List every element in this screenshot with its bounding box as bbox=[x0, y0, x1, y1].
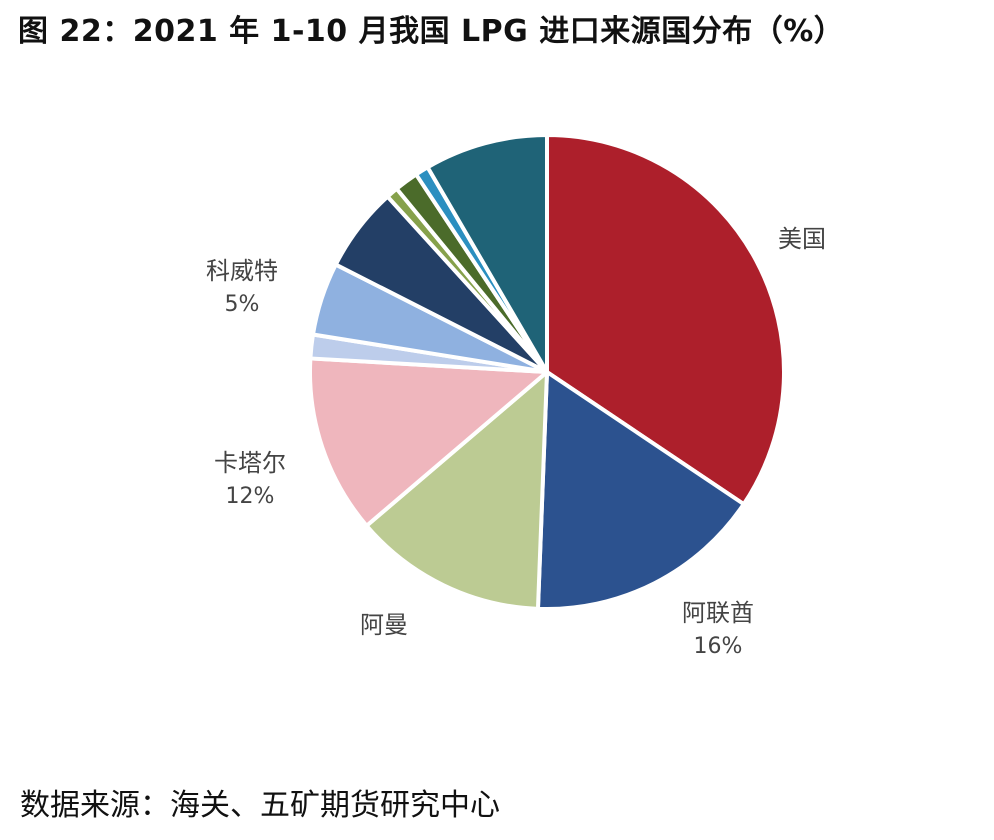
label-kuwait: 科威特 5% bbox=[206, 254, 278, 322]
label-oman: 阿曼 bbox=[360, 608, 408, 642]
label-kuwait-name: 科威特 bbox=[206, 257, 278, 285]
chart-title: 图 22：2021 年 1-10 月我国 LPG 进口来源国分布（%） bbox=[18, 14, 845, 49]
label-oman-name: 阿曼 bbox=[360, 611, 408, 639]
label-uae-name: 阿联酋 bbox=[682, 599, 754, 627]
pie-slices bbox=[308, 133, 786, 611]
label-qatar: 卡塔尔 12% bbox=[214, 446, 286, 514]
pie-slice-3 bbox=[308, 356, 549, 528]
data-source: 数据来源：海关、五矿期货研究中心 bbox=[20, 788, 500, 823]
label-kuwait-pct: 5% bbox=[224, 292, 260, 317]
pie-slice-10 bbox=[425, 133, 549, 374]
label-usa-name: 美国 bbox=[778, 225, 826, 253]
pie-slice-0 bbox=[545, 133, 786, 507]
label-qatar-name: 卡塔尔 bbox=[214, 449, 286, 477]
label-usa: 美国 bbox=[778, 222, 826, 256]
pie-slice-1 bbox=[535, 370, 746, 611]
pie-slice-2 bbox=[364, 370, 549, 611]
label-uae: 阿联酋 16% bbox=[682, 596, 754, 664]
label-qatar-pct: 12% bbox=[225, 484, 275, 509]
label-uae-pct: 16% bbox=[693, 634, 743, 659]
